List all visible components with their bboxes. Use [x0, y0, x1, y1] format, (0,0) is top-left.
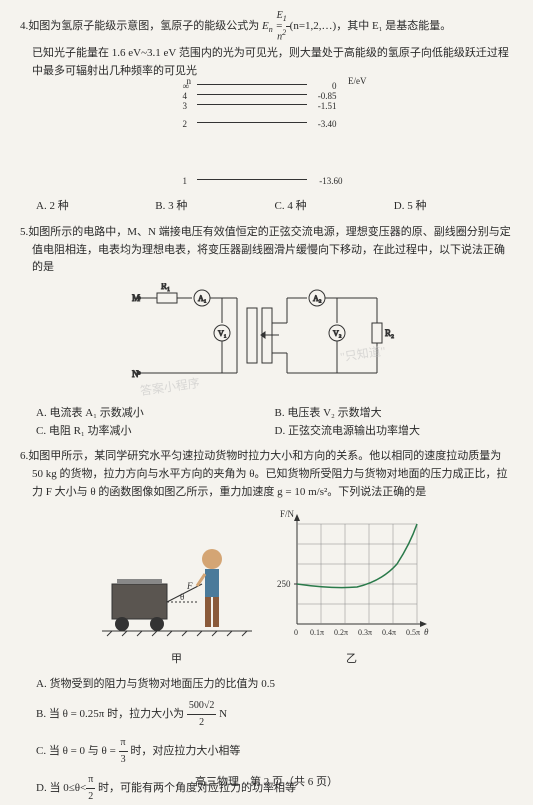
q6-number: 6. [20, 450, 28, 462]
q4-opt-c: C. 4 种 [275, 198, 394, 216]
chart-ylabel: F/N [280, 509, 295, 519]
question-6: 6.如图甲所示，某同学研究水平匀速拉动货物时拉力大小和方向的关系。他以相同的速度… [20, 448, 513, 805]
q5-number: 5. [20, 226, 28, 238]
circuit-diagram: M R₁ A₁ N V₁ [20, 283, 513, 400]
svg-text:V₁: V₁ [218, 329, 227, 338]
q5-text: 5.如图所示的电路中，M、N 端接电压有效值恒定的正弦交流电源，理想变压器的原、… [20, 224, 513, 277]
svg-text:0.5π: 0.5π [406, 628, 420, 637]
svg-text:θ: θ [424, 627, 429, 637]
label-R1: R₁ [161, 283, 170, 291]
svg-text:0.1π: 0.1π [310, 628, 324, 637]
q5-opt-b: B. 电压表 V₂ 示数增大 [275, 405, 514, 423]
figure-jia: F θ 甲 [102, 524, 252, 668]
svg-text:0.2π: 0.2π [334, 628, 348, 637]
chart-yval: 250 [277, 579, 291, 589]
q5-opt-c: C. 电阻 R₁ 功率减小 [36, 423, 275, 441]
q4-opt-d: D. 5 种 [394, 198, 513, 216]
question-5: 5.如图所示的电路中，M、N 端接电压有效值恒定的正弦交流电源，理想变压器的原、… [20, 224, 513, 441]
svg-text:A₁: A₁ [198, 294, 207, 303]
svg-text:0.3π: 0.3π [358, 628, 372, 637]
figure-yi-chart: F/N 250 0 0.1π 0.2π 0.3π 0.4π 0.5π θ [272, 509, 432, 668]
q6-opt-b: B. 当 θ = 0.25π 时，拉力大小为 500√22 N [36, 698, 513, 731]
q6-opt-a: A. 货物受到的阻力与货物对地面压力的比值为 0.5 [36, 676, 513, 694]
q6-body: 如图甲所示，某同学研究水平匀速拉动货物时拉力大小和方向的关系。他以相同的速度拉动… [28, 450, 507, 497]
q5-body: 如图所示的电路中，M、N 端接电压有效值恒定的正弦交流电源，理想变压器的原、副线… [28, 226, 510, 273]
q5-opt-a: A. 电流表 A₁ 示数减小 [36, 405, 275, 423]
q4-options: A. 2 种 B. 3 种 C. 4 种 D. 5 种 [36, 198, 513, 216]
q6-figures: F θ 甲 F/N [20, 509, 513, 668]
q4-t1: 如图为氢原子能级示意图，氢原子的能级公式为 [28, 20, 262, 32]
svg-text:θ: θ [180, 592, 184, 602]
q5-opt-d: D. 正弦交流电源输出功率增大 [275, 423, 514, 441]
label-R2: R₂ [385, 328, 394, 338]
svg-text:0: 0 [294, 628, 298, 637]
q4-formula: En = E1n2 [262, 20, 290, 32]
q4-number: 4. [20, 20, 28, 32]
q4-t3: 已知光子能量在 1.6 eV~3.1 eV 范围内的光为可见光，则大量处于高能级… [20, 45, 513, 80]
question-4: 4.如图为氢原子能级示意图，氢原子的能级公式为 En = E1n2(n=1,2,… [20, 8, 513, 216]
q6-text: 6.如图甲所示，某同学研究水平匀速拉动货物时拉力大小和方向的关系。他以相同的速度… [20, 448, 513, 501]
q4-text: 4.如图为氢原子能级示意图，氢原子的能级公式为 En = E1n2(n=1,2,… [20, 8, 513, 45]
figure-jia-label: 甲 [102, 651, 252, 669]
svg-text:F: F [186, 581, 193, 591]
svg-text:0.4π: 0.4π [382, 628, 396, 637]
page-footer: 高三物理 第 2 页（共 6 页） [0, 774, 533, 792]
q4-opt-b: B. 3 种 [155, 198, 274, 216]
q5-options: A. 电流表 A₁ 示数减小 C. 电阻 R₁ 功率减小 B. 电压表 V₂ 示… [20, 405, 513, 440]
svg-text:V₂: V₂ [333, 329, 342, 338]
diag-e-label: E/eV [348, 74, 367, 88]
q4-t2: (n=1,2,…)，其中 E₁ 是基态能量。 [290, 20, 452, 32]
q6-opt-c: C. 当 θ = 0 与 θ = π3 时，对应拉力大小相等 [36, 735, 513, 768]
figure-yi-label: 乙 [272, 651, 432, 669]
q4-opt-a: A. 2 种 [36, 198, 155, 216]
svg-text:A₂: A₂ [313, 294, 322, 303]
energy-level-diagram: n E/eV ∞0 4-0.85 3-1.51 2-3.40 1-13.60 [167, 84, 367, 194]
